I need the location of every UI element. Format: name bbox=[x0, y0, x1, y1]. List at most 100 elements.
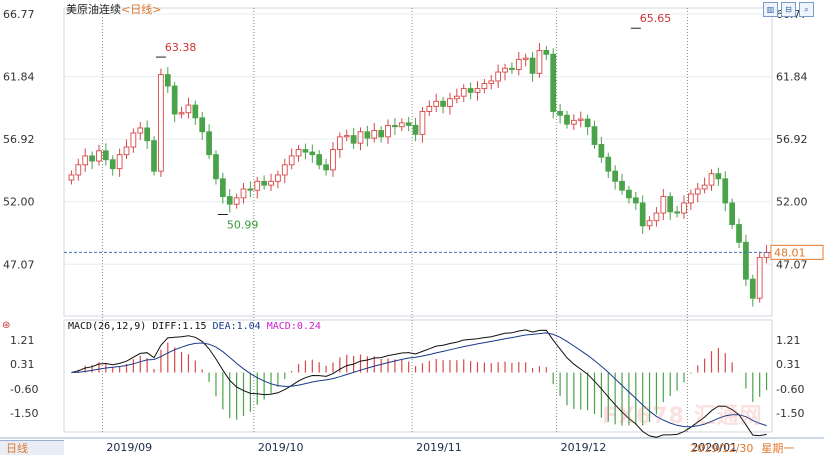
candle-body bbox=[729, 202, 736, 225]
candle-body bbox=[488, 80, 495, 84]
macd-tick-right: -0.60 bbox=[776, 383, 804, 396]
candle-body bbox=[137, 127, 144, 134]
candle-body bbox=[75, 164, 82, 176]
macd-tick-left: -1.50 bbox=[10, 407, 38, 420]
candle-body bbox=[385, 124, 391, 138]
candle-body bbox=[453, 95, 460, 100]
candle-body bbox=[295, 149, 302, 157]
candle-body bbox=[570, 119, 577, 125]
period-tag[interactable]: <日线> bbox=[121, 3, 162, 16]
dea-value: DEA:1.04 bbox=[212, 321, 261, 332]
candle-body bbox=[598, 144, 605, 158]
candle-body bbox=[96, 150, 102, 162]
candle-body bbox=[158, 74, 164, 172]
macd-tick-left: 0.31 bbox=[10, 358, 35, 371]
candle-body bbox=[419, 110, 426, 135]
candle-body bbox=[481, 83, 488, 90]
macd-panel-frame bbox=[63, 319, 773, 433]
candle-body bbox=[357, 131, 364, 144]
candle-body bbox=[557, 110, 563, 116]
candle-body bbox=[412, 124, 419, 135]
macd-tick-left: -0.60 bbox=[10, 383, 38, 396]
candle-body bbox=[109, 159, 116, 170]
macd-dea-line bbox=[71, 332, 767, 428]
candle-body bbox=[550, 53, 557, 112]
y-tick-label-left: 61.84 bbox=[3, 71, 35, 84]
current-price-box bbox=[770, 244, 824, 260]
candle-body bbox=[584, 118, 591, 128]
y-tick-label-right: 56.92 bbox=[776, 133, 808, 146]
chart-type-icon[interactable]: ▥ bbox=[763, 2, 778, 17]
candle-body bbox=[350, 135, 357, 144]
date-readout: 2019/12/30 星期一 bbox=[690, 440, 794, 456]
candle-body bbox=[502, 67, 508, 73]
x-tick-label: 2019/11 bbox=[416, 441, 462, 454]
candle-body bbox=[123, 146, 130, 156]
candle-body bbox=[392, 124, 398, 128]
candle-body bbox=[219, 178, 226, 198]
x-tick-label: 2020/01 bbox=[691, 441, 737, 454]
candle-body bbox=[288, 155, 295, 166]
candle-body bbox=[398, 122, 405, 128]
candle-body bbox=[364, 131, 371, 139]
candle-body bbox=[192, 104, 199, 119]
candle-body bbox=[275, 174, 281, 182]
candle-body bbox=[89, 155, 95, 162]
candle-body bbox=[522, 57, 529, 60]
candle-body bbox=[564, 114, 570, 125]
y-tick-label-left: 47.07 bbox=[3, 258, 35, 271]
candle-body bbox=[151, 140, 157, 172]
y-tick-label-left: 52.00 bbox=[3, 196, 35, 209]
candle-body bbox=[632, 197, 639, 204]
candle-body bbox=[756, 257, 763, 299]
candle-body bbox=[708, 173, 715, 186]
candle-body bbox=[336, 136, 343, 151]
candle-body bbox=[626, 189, 632, 199]
chart-title: 美原油连续<日线> bbox=[66, 1, 161, 17]
candle-body bbox=[68, 174, 75, 181]
candle-body bbox=[736, 224, 742, 243]
candle-body bbox=[543, 50, 550, 55]
candle-body bbox=[653, 212, 660, 222]
candle-body bbox=[254, 180, 261, 191]
candle-body bbox=[660, 196, 667, 214]
candle-body bbox=[426, 105, 433, 112]
y-tick-label-right: 61.84 bbox=[776, 71, 808, 84]
candle-body bbox=[130, 132, 137, 148]
candle-body bbox=[371, 130, 378, 139]
candle-body bbox=[674, 211, 680, 214]
candle-body bbox=[330, 149, 336, 171]
candle-body bbox=[536, 50, 543, 74]
candle-body bbox=[433, 100, 440, 107]
annotation-label: 50.99 bbox=[227, 218, 259, 231]
candle-body bbox=[743, 241, 749, 280]
annotation-label: 63.38 bbox=[165, 41, 197, 54]
annotation-label: 65.65 bbox=[640, 12, 672, 25]
zoom-icon[interactable]: ⊟ bbox=[781, 2, 796, 17]
indicator-settings-icon[interactable]: ⊛ bbox=[2, 320, 11, 331]
search-icon[interactable]: ⌕ bbox=[799, 2, 814, 17]
candle-body bbox=[447, 98, 453, 107]
candle-body bbox=[178, 112, 185, 115]
candle-body bbox=[467, 88, 474, 93]
instrument-name: 美原油连续 bbox=[66, 3, 121, 16]
candle-body bbox=[529, 57, 536, 74]
candle-body bbox=[605, 156, 612, 172]
candle-body bbox=[715, 173, 722, 180]
candle-body bbox=[213, 154, 219, 180]
candle-body bbox=[612, 170, 619, 182]
candle-body bbox=[261, 180, 268, 186]
macd-tick-left: 1.21 bbox=[10, 334, 35, 347]
period-button[interactable]: 日线 bbox=[0, 440, 64, 455]
current-price-label: 48.01 bbox=[774, 246, 806, 259]
candle-body bbox=[749, 278, 756, 299]
macd-name: MACD bbox=[68, 321, 93, 332]
candle-body bbox=[171, 85, 178, 115]
candle-body bbox=[646, 220, 653, 227]
candle-body bbox=[440, 100, 446, 107]
date-value: 2019/12/30 bbox=[690, 442, 754, 455]
candle-body bbox=[199, 117, 206, 133]
candle-body bbox=[694, 188, 701, 195]
candle-body bbox=[247, 188, 254, 191]
